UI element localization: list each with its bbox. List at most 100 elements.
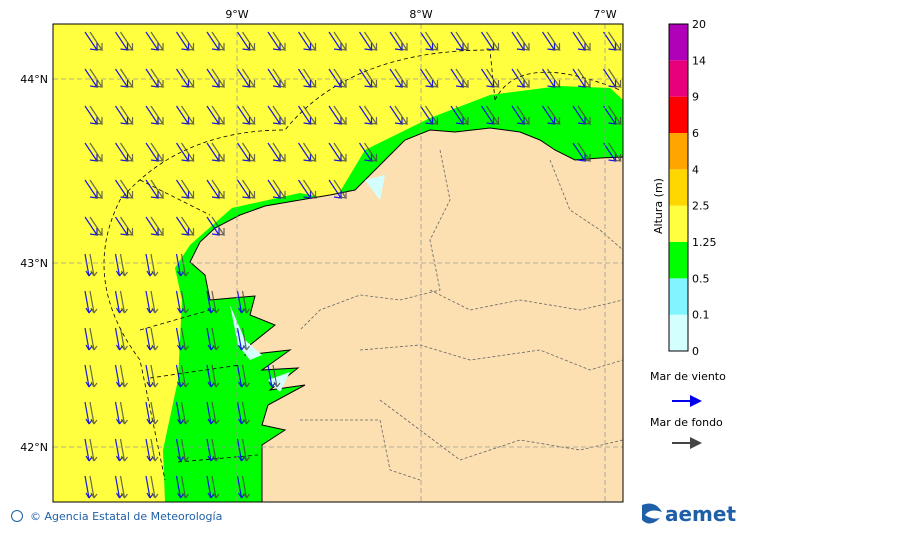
wave-arrow: [486, 105, 500, 125]
wave-arrow: [333, 179, 348, 199]
wave-arrow: [120, 31, 134, 51]
wave-arrow: [364, 68, 378, 88]
wave-arrow: [242, 31, 256, 51]
wave-arrow: [242, 142, 256, 162]
wave-arrow: [211, 216, 226, 236]
wave-arrow: [303, 68, 317, 88]
wave-arrow: [89, 216, 104, 236]
graticule: [53, 24, 623, 502]
colorbar-label: 9: [692, 91, 699, 104]
wave-arrow: [120, 179, 134, 199]
wave-arrow: [608, 68, 622, 88]
zone-lines: [103, 49, 621, 481]
wave-arrow: [211, 31, 226, 51]
wave-arrow: [272, 105, 287, 125]
colorbar-label: 14: [692, 54, 706, 67]
wave-arrow: [455, 105, 470, 125]
wave-arrow: [303, 179, 317, 199]
lon-label: 9°W: [225, 8, 248, 21]
colorbar-label: 0.5: [692, 272, 710, 285]
colorbar-label: 0: [692, 345, 699, 358]
colorbar-label: 1.25: [692, 236, 717, 249]
wave-arrow: [120, 142, 134, 162]
wave-arrow: [89, 179, 104, 199]
colorbar-label: 6: [692, 127, 699, 140]
wave-arrow: [333, 142, 348, 162]
wave-arrow: [303, 31, 317, 51]
wave-arrow: [89, 253, 98, 277]
copyright: © Agencia Estatal de Meteorología: [30, 510, 222, 523]
wave-arrow: [516, 31, 531, 51]
wave-arrow: [608, 105, 622, 125]
wave-arrow: [150, 327, 159, 351]
wave-arrow: [181, 179, 195, 199]
wave-arrow: [119, 290, 128, 314]
wave-arrow: [89, 290, 98, 314]
wave-arrow: [180, 327, 189, 351]
wave-arrow: [150, 290, 159, 314]
wave-arrow: [577, 142, 592, 162]
wave-arrow: [180, 438, 189, 462]
wave-arrow: [364, 142, 378, 162]
map: [53, 24, 623, 502]
colorbar-segment: [669, 205, 688, 242]
wave-arrow: [547, 31, 561, 51]
wave-arrow: [241, 438, 250, 462]
wave-arrow: [120, 105, 134, 125]
wave-arrow: [272, 68, 287, 88]
wave-arrow: [181, 31, 195, 51]
wave-arrow: [608, 31, 622, 51]
colorbar-segment: [669, 133, 688, 170]
wave-arrow: [181, 142, 195, 162]
lat-label: 42°N: [20, 441, 48, 454]
wave-arrow: [608, 142, 622, 162]
colorbar: 0 0.1 0.5 1.25 2.5 4 6 9 14 20: [668, 18, 717, 358]
wave-arrow: [150, 105, 165, 125]
wave-arrow: [394, 68, 409, 88]
wave-arrow: [364, 105, 378, 125]
copyright-icon: [11, 510, 23, 522]
wave-arrow: [150, 475, 159, 499]
borders: [299, 149, 623, 481]
wave-arrow: [211, 290, 220, 314]
colorbar-segment: [669, 278, 688, 315]
wave-arrow: [486, 68, 500, 88]
wave-arrow: [547, 105, 561, 125]
colorbar-segment: [669, 24, 688, 61]
wave-arrow: [425, 68, 439, 88]
wave-arrow: [211, 327, 220, 351]
wave-arrow: [211, 401, 220, 425]
wave-arrow: [89, 142, 104, 162]
wave-arrow: [516, 68, 531, 88]
wave-arrow: [181, 216, 195, 236]
wave-arrow: [577, 68, 592, 88]
wave-arrow: [119, 475, 128, 499]
wave-arrow: [211, 475, 220, 499]
colorbar-segment: [669, 314, 688, 351]
wave-arrow: [180, 290, 189, 314]
wave-arrow: [272, 364, 281, 388]
wave-arrow: [272, 179, 287, 199]
wave-arrow: [394, 31, 409, 51]
wave-arrow: [150, 401, 159, 425]
wave-arrow: [425, 105, 439, 125]
legend-label: Mar de viento: [650, 370, 726, 383]
wave-arrow: [211, 364, 220, 388]
wave-arrow: [89, 68, 104, 88]
wave-arrow: [333, 68, 348, 88]
wave-arrow: [89, 31, 104, 51]
wave-arrow: [303, 142, 317, 162]
wave-arrow: [150, 253, 159, 277]
wave-arrow: [119, 401, 128, 425]
wave-arrow: [89, 438, 98, 462]
wave-arrow: [180, 364, 189, 388]
wave-arrow: [241, 327, 250, 351]
lon-label: 7°W: [593, 8, 616, 21]
wave-arrow: [180, 475, 189, 499]
wave-arrow: [119, 327, 128, 351]
wave-arrow: [486, 31, 500, 51]
land: [189, 127, 623, 502]
wave-arrow: [425, 31, 439, 51]
wave-arrow: [180, 401, 189, 425]
wave-arrow: [150, 142, 165, 162]
